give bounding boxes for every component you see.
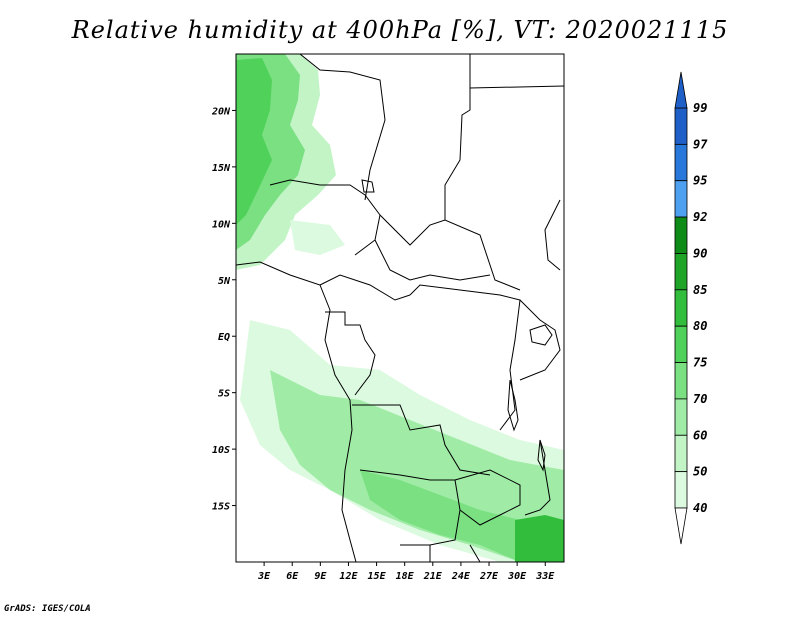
border-angola xyxy=(359,469,461,546)
lon-label: 30E xyxy=(507,571,527,582)
lon-label: 12E xyxy=(339,571,358,582)
lat-label: 5S xyxy=(218,389,230,400)
latitude-axis: 20N 15N 10N 5N EQ 5S 10S 15S xyxy=(211,106,236,513)
border-drc-2 xyxy=(352,404,491,476)
border-sahel-2 xyxy=(379,214,521,291)
border-south-2 xyxy=(469,544,481,562)
lake-chad xyxy=(361,179,375,193)
border-central-1 xyxy=(319,274,411,301)
border-sahel-1 xyxy=(269,179,381,256)
humid-region-southeast-darkest xyxy=(515,515,564,562)
border-zambia xyxy=(454,469,521,526)
lake-victoria xyxy=(529,324,553,346)
colorbar-top-arrow xyxy=(674,71,688,109)
coastline-west xyxy=(236,261,357,562)
humidity-shading xyxy=(236,54,564,562)
colorbar-label: 95 xyxy=(693,174,707,188)
border-north-2 xyxy=(444,54,471,220)
map-frame xyxy=(235,53,565,563)
colorbar-label: 80 xyxy=(693,319,707,333)
humid-region-nw-dark xyxy=(236,58,272,225)
border-north-3 xyxy=(469,85,564,89)
lat-label: 10S xyxy=(212,445,230,456)
colorbar-segment xyxy=(674,253,688,291)
colorbar: 99 97 95 92 90 85 80 75 70 60 50 40 xyxy=(674,71,708,545)
border-east-1 xyxy=(544,199,561,271)
lon-label: 27E xyxy=(479,571,499,582)
colorbar-label: 40 xyxy=(693,501,707,515)
colorbar-bottom-arrow xyxy=(674,507,688,545)
lake-tanganyika xyxy=(507,379,519,432)
border-chad-car xyxy=(374,239,491,281)
colorbar-segment xyxy=(674,434,688,473)
border-southeast xyxy=(524,439,551,516)
colorbar-label: 60 xyxy=(693,428,707,442)
colorbar-segment xyxy=(674,471,688,509)
colorbar-label: 99 xyxy=(693,101,707,115)
colorbar-label: 92 xyxy=(693,210,707,224)
humid-patch-center xyxy=(290,220,345,255)
border-gabon xyxy=(325,311,376,396)
colorbar-segment xyxy=(674,107,688,145)
colorbar-label: 85 xyxy=(693,283,707,297)
lon-label: 3E xyxy=(257,571,271,582)
lon-label: 15E xyxy=(368,571,387,582)
lat-label: 5N xyxy=(218,276,231,287)
colorbar-segment xyxy=(674,398,688,436)
lon-label: 33E xyxy=(535,571,555,582)
country-borders xyxy=(236,54,564,562)
map-title: Relative humidity at 400hPa [%], VT: 202… xyxy=(71,16,729,44)
colorbar-segment xyxy=(674,180,688,218)
colorbar-label: 75 xyxy=(693,356,707,370)
colorbar-label: 70 xyxy=(693,392,707,406)
colorbar-segment xyxy=(674,216,688,254)
lat-label: 15N xyxy=(212,163,231,174)
lon-label: 18E xyxy=(396,571,415,582)
humid-region-south-dark xyxy=(360,470,564,562)
lon-label: 9E xyxy=(314,571,327,582)
colorbar-label: 90 xyxy=(693,246,707,260)
lon-label: 21E xyxy=(423,571,443,582)
colorbar-segment xyxy=(674,325,688,363)
lat-label: 15S xyxy=(212,502,230,513)
lake-malawi xyxy=(537,439,546,472)
colorbar-segment xyxy=(674,143,688,182)
grads-credit: GrADS: IGES/COLA xyxy=(4,604,91,614)
border-east-2 xyxy=(519,299,561,381)
lat-label: EQ xyxy=(218,332,230,343)
colorbar-segment xyxy=(674,362,688,400)
longitude-axis: 3E 6E 9E 12E 15E 18E 21E 24E 27E 30E 33E xyxy=(257,562,555,582)
lon-label: 24E xyxy=(451,571,471,582)
lat-label: 10N xyxy=(212,219,231,230)
colorbar-label: 97 xyxy=(693,137,708,151)
lat-label: 20N xyxy=(211,106,231,117)
border-north-1 xyxy=(299,54,386,201)
colorbar-label: 50 xyxy=(693,465,707,479)
colorbar-segment xyxy=(674,289,688,327)
lon-label: 6E xyxy=(286,571,299,582)
